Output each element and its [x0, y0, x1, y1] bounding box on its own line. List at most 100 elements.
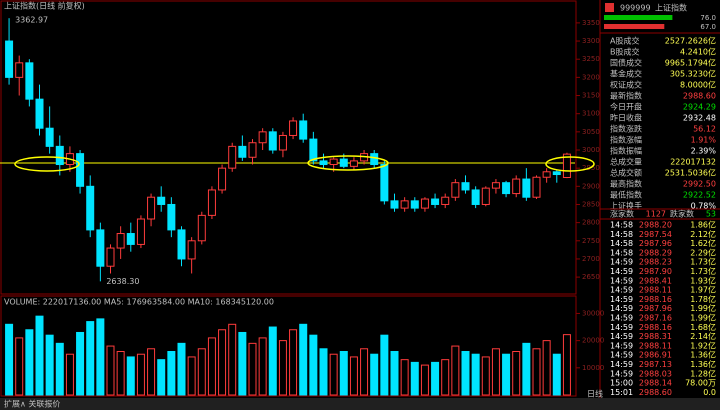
candle-body — [512, 178, 521, 195]
candle-body — [157, 196, 166, 205]
tick-time: 14:59 — [610, 360, 633, 369]
volume-bar — [106, 345, 115, 396]
tick-time: 14:59 — [610, 286, 633, 295]
tick-time: 14:58 — [610, 221, 633, 230]
candle-body — [502, 182, 511, 195]
volume-bar — [441, 359, 450, 396]
up-label: 涨家数 — [610, 209, 634, 219]
volume-tick-label: 20000 — [582, 337, 604, 345]
y-tick-label: 3150 — [582, 92, 600, 100]
volume-bar — [451, 345, 460, 396]
tick-volume: 2.14亿 — [690, 331, 716, 341]
candle-body — [55, 145, 64, 166]
candle-body — [431, 198, 440, 205]
volume-bar — [207, 337, 216, 396]
y-tick-label: 2850 — [582, 200, 600, 208]
volume-bar — [136, 353, 145, 396]
volume-bar — [86, 321, 95, 396]
volume-bar — [349, 356, 358, 396]
tick-volume: 1.73亿 — [690, 257, 716, 267]
candle-body — [471, 189, 480, 205]
tick-time: 14:59 — [610, 332, 633, 341]
low-annotation: 2638.30 — [106, 277, 139, 286]
volume-bar — [258, 337, 267, 396]
volume-bar — [268, 326, 277, 396]
quote-value: 2.39% — [691, 147, 717, 156]
candle-body — [451, 182, 460, 198]
footer-tabs[interactable]: 扩展∧ 关联报价 — [4, 399, 60, 409]
volume-bar — [147, 348, 156, 396]
down-count: 53 — [706, 210, 716, 219]
volume-bar — [35, 315, 44, 396]
tick-price: 2988.03 — [639, 369, 672, 378]
candle-body — [491, 182, 500, 189]
volume-tick-label: 10000 — [582, 364, 604, 372]
candle-body — [420, 198, 429, 209]
volume-bar — [461, 351, 470, 396]
tick-volume: 2.29亿 — [690, 247, 716, 257]
candle-body — [309, 138, 318, 162]
candle-body — [278, 134, 287, 151]
volume-bar — [380, 334, 389, 396]
candle-body — [552, 171, 561, 176]
tick-time: 14:59 — [610, 351, 633, 360]
tick-price: 2987.54 — [639, 230, 672, 239]
tick-time: 14:59 — [610, 295, 633, 304]
tick-time: 14:58 — [610, 239, 633, 248]
candle-body — [45, 127, 54, 147]
tick-price: 2988.11 — [639, 286, 672, 295]
candle-body — [167, 203, 176, 231]
tick-time: 14:59 — [610, 323, 633, 332]
tick-volume: 78.00万 — [685, 379, 716, 388]
tick-volume: 1.97亿 — [690, 285, 716, 295]
candle-body — [349, 160, 358, 167]
candle-body — [461, 182, 470, 191]
tick-time: 14:59 — [610, 314, 633, 323]
quote-label: 最高指数 — [610, 179, 642, 189]
tick-time: 14:59 — [610, 276, 633, 285]
candle-body — [481, 187, 490, 205]
quote-value: 2922.52 — [683, 191, 716, 200]
tick-price: 2988.16 — [639, 323, 672, 332]
volume-bar — [400, 359, 409, 396]
ratio-label: 76.0 — [700, 14, 716, 22]
volume-bar — [532, 348, 541, 396]
candle-body — [15, 62, 24, 78]
candle-body — [86, 185, 95, 231]
tick-time: 14:59 — [610, 258, 633, 267]
quote-value: 2988.60 — [683, 92, 716, 101]
tick-volume: 1.36亿 — [690, 359, 716, 369]
candle-body — [542, 171, 551, 178]
tick-volume: 1.28亿 — [690, 368, 716, 378]
volume-bar — [55, 342, 64, 396]
quote-label: 昨日收盘 — [610, 113, 642, 123]
tick-volume: 1.99亿 — [690, 313, 716, 323]
tick-price: 2987.16 — [639, 314, 672, 323]
ratio-bar — [604, 15, 673, 20]
ratio-bar — [604, 24, 665, 29]
tick-volume: 1.99亿 — [690, 303, 716, 313]
candle-body — [5, 40, 14, 78]
period-tab[interactable]: 日线 — [587, 389, 603, 399]
volume-bar — [167, 351, 176, 396]
quote-value: 9965.1794亿 — [665, 58, 716, 68]
candle-body — [562, 153, 571, 178]
tick-price: 2988.60 — [639, 388, 672, 397]
tick-price: 2988.41 — [639, 276, 672, 285]
candle-body — [207, 189, 216, 216]
tick-volume: 1.78亿 — [690, 294, 716, 304]
volume-bar — [218, 329, 227, 396]
tick-price: 2988.14 — [639, 379, 672, 388]
candle-body — [370, 153, 379, 166]
volume-bar — [552, 353, 561, 396]
quote-label: 总成交额 — [610, 168, 642, 178]
index-name: 上证指数 — [655, 3, 687, 13]
tick-time: 15:01 — [610, 388, 633, 397]
tick-volume: 1.93亿 — [690, 275, 716, 285]
volume-bar — [157, 359, 166, 396]
tick-volume: 1.92亿 — [690, 340, 716, 350]
volume-bar — [299, 323, 308, 396]
tick-volume: 2.12亿 — [690, 229, 716, 239]
volume-bar — [278, 340, 287, 396]
